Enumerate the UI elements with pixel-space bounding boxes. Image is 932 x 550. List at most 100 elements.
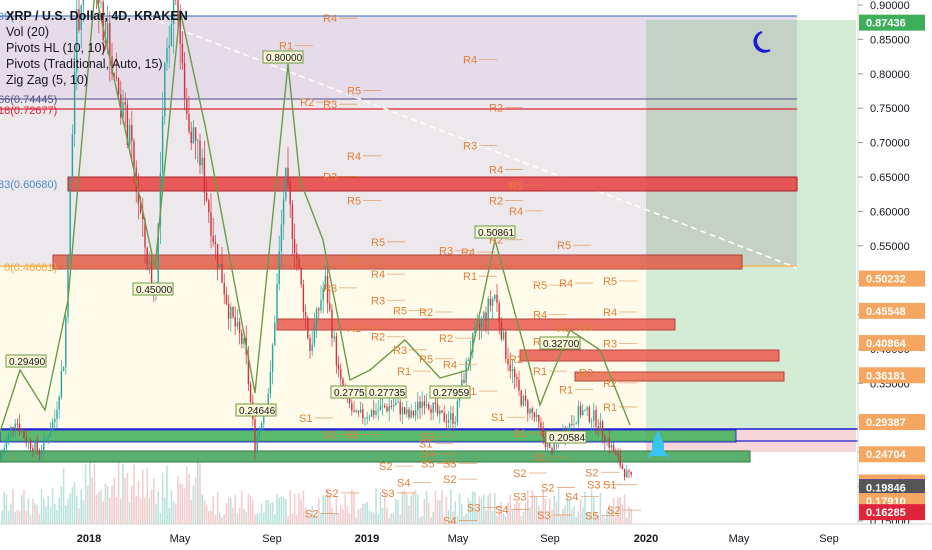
support-box-green-2: [0, 450, 751, 463]
pivot-label-27: R3: [371, 295, 385, 307]
time-axis-ticks: 2018 May Sep 2019 May Sep 2020 May Sep: [77, 533, 839, 545]
pivot-label-55: S3: [345, 429, 358, 441]
pivot-label-2: R5: [347, 85, 361, 97]
pivot-label-46: R1: [559, 385, 573, 397]
zigzag-labels: 0.29490 0.45000 0.80000 0.24646 0.27753 …: [5, 50, 587, 444]
pivot-label-22: R1: [463, 271, 477, 283]
pivot-label-13: R2: [489, 196, 503, 208]
pivot-label-14: R4: [509, 206, 523, 218]
pivot-label-56: S3: [421, 432, 434, 444]
svg-text:0.45548: 0.45548: [866, 306, 906, 318]
ytick-4: 0.70000: [870, 138, 910, 150]
legend-indicator-pivots-hl[interactable]: Pivots HL (10, 10): [6, 41, 106, 55]
xtick-2019: 2019: [355, 533, 379, 545]
pivot-label-76: S3: [537, 510, 550, 522]
price-label-2: 0.45548: [859, 302, 925, 319]
legend-indicator-vol[interactable]: Vol (20): [6, 25, 50, 39]
resistance-box-032: [519, 349, 780, 362]
pivot-label-12: R5: [347, 196, 361, 208]
pivot-label-33: R2: [371, 332, 385, 344]
pivot-label-10: R5: [509, 180, 523, 192]
xtick-may-2018: May: [170, 533, 191, 545]
pivot-label-44: R2: [579, 368, 593, 380]
price-label-0: 0.87436: [859, 14, 925, 31]
pivot-label-72: S4: [565, 491, 578, 503]
legend-indicator-zigzag[interactable]: Zig Zag (5, 10): [6, 73, 88, 87]
pivot-label-32: R1: [347, 323, 361, 335]
pivot-label-60: S3: [443, 458, 456, 470]
fib-label-060: 83(0.60680): [0, 179, 57, 191]
pivot-label-0: R4: [323, 13, 337, 25]
pivot-label-68: S1: [603, 480, 616, 492]
pivot-label-62: S2: [443, 474, 456, 486]
resistance-box-060: [67, 176, 798, 192]
projection-gray-zone: [646, 20, 797, 265]
zz-label-4: 0.24646: [239, 406, 276, 417]
pivot-label-4: R3: [323, 99, 337, 111]
pivot-label-36: R2: [439, 333, 453, 345]
pivot-label-23: R3: [323, 283, 337, 295]
volume-bars: [1, 456, 632, 524]
pivot-label-65: S2: [541, 482, 554, 494]
pivot-label-66: S2: [585, 467, 598, 479]
svg-text:0.50232: 0.50232: [866, 274, 906, 286]
legend-symbol[interactable]: XRP / U.S. Dollar, 4D, KRAKEN: [6, 9, 188, 23]
pivot-label-31: R4: [603, 307, 617, 319]
pivot-label-39: R3: [393, 345, 407, 357]
pivot-label-24: R5: [533, 280, 547, 292]
pivot-label-5: R4: [347, 151, 361, 163]
price-axis: [858, 0, 932, 524]
svg-text:0.29387: 0.29387: [866, 417, 906, 429]
xtick-2020: 2020: [634, 533, 658, 545]
svg-text:0.36181: 0.36181: [866, 370, 906, 382]
ytick-5: 0.65000: [870, 172, 910, 184]
price-label-1: 0.50232: [859, 270, 925, 287]
pivot-label-6: R4: [463, 54, 477, 66]
fib-label-046: 0(0.46661): [4, 262, 57, 274]
pivot-label-38: R3: [603, 339, 617, 351]
pivot-label-71: S3: [513, 491, 526, 503]
pivot-label-41: R2: [509, 354, 523, 366]
chart-legend: XRP / U.S. Dollar, 4D, KRAKEN Vol (20) P…: [6, 8, 188, 88]
xtick-2018: 2018: [77, 533, 101, 545]
trend-line-dashed: [149, 17, 798, 269]
pivot-label-29: R2: [419, 307, 433, 319]
price-label-9: 0.19846: [859, 479, 925, 496]
zz-label-2: 0.45000: [136, 285, 173, 296]
xtick-may-2019: May: [448, 533, 469, 545]
price-label-6: 0.24704: [859, 446, 925, 463]
pivot-label-49: S1: [299, 413, 312, 425]
pivot-label-73: S2: [305, 509, 318, 521]
pivot-label-67: S3: [587, 480, 600, 492]
ytick-7: 0.55000: [870, 241, 910, 253]
pivot-label-15: R5: [371, 237, 385, 249]
pivot-label-21: R4: [371, 269, 385, 281]
pivot-label-40: R5: [419, 354, 433, 366]
ytick-0: 0.90000: [870, 0, 910, 12]
zz-label-9: 0.32700: [543, 339, 580, 350]
fib-label-072: 18(0.72677): [0, 105, 57, 117]
pivot-label-47: R2: [603, 378, 617, 390]
pivot-label-74: S3: [467, 502, 480, 514]
pivot-label-7: R2: [489, 103, 503, 115]
fib-labels: 99( 66(0.74445) 18(0.72677) 83(0.60680) …: [0, 11, 57, 274]
pivot-label-43: R1: [533, 366, 547, 378]
xtick-sep-2020: Sep: [819, 533, 839, 545]
price-label-12: 0.16285: [859, 504, 925, 521]
pivot-label-25: R4: [559, 278, 573, 290]
pivot-label-35: R4: [579, 321, 593, 333]
price-labels: 0.87436 0.50232 0.45548 0.40864 0.36181 0.293…: [859, 14, 925, 521]
pivot-label-58: S4: [421, 449, 434, 461]
xtick-sep-2019: Sep: [540, 533, 560, 545]
price-label-4: 0.36181: [859, 367, 925, 384]
svg-text:0.87436: 0.87436: [866, 18, 906, 30]
pivot-label-77: S5: [585, 511, 598, 523]
resistance-box-046: [52, 254, 743, 270]
svg-text:0.19846: 0.19846: [866, 483, 906, 495]
legend-indicator-pivots[interactable]: Pivots (Traditional, Auto, 15): [6, 57, 163, 71]
pivot-label-11: R3: [323, 171, 337, 183]
zigzag-line: [0, 0, 631, 433]
zz-label-5: 0.27753: [334, 388, 371, 399]
pivot-label-64: S2: [513, 468, 526, 480]
